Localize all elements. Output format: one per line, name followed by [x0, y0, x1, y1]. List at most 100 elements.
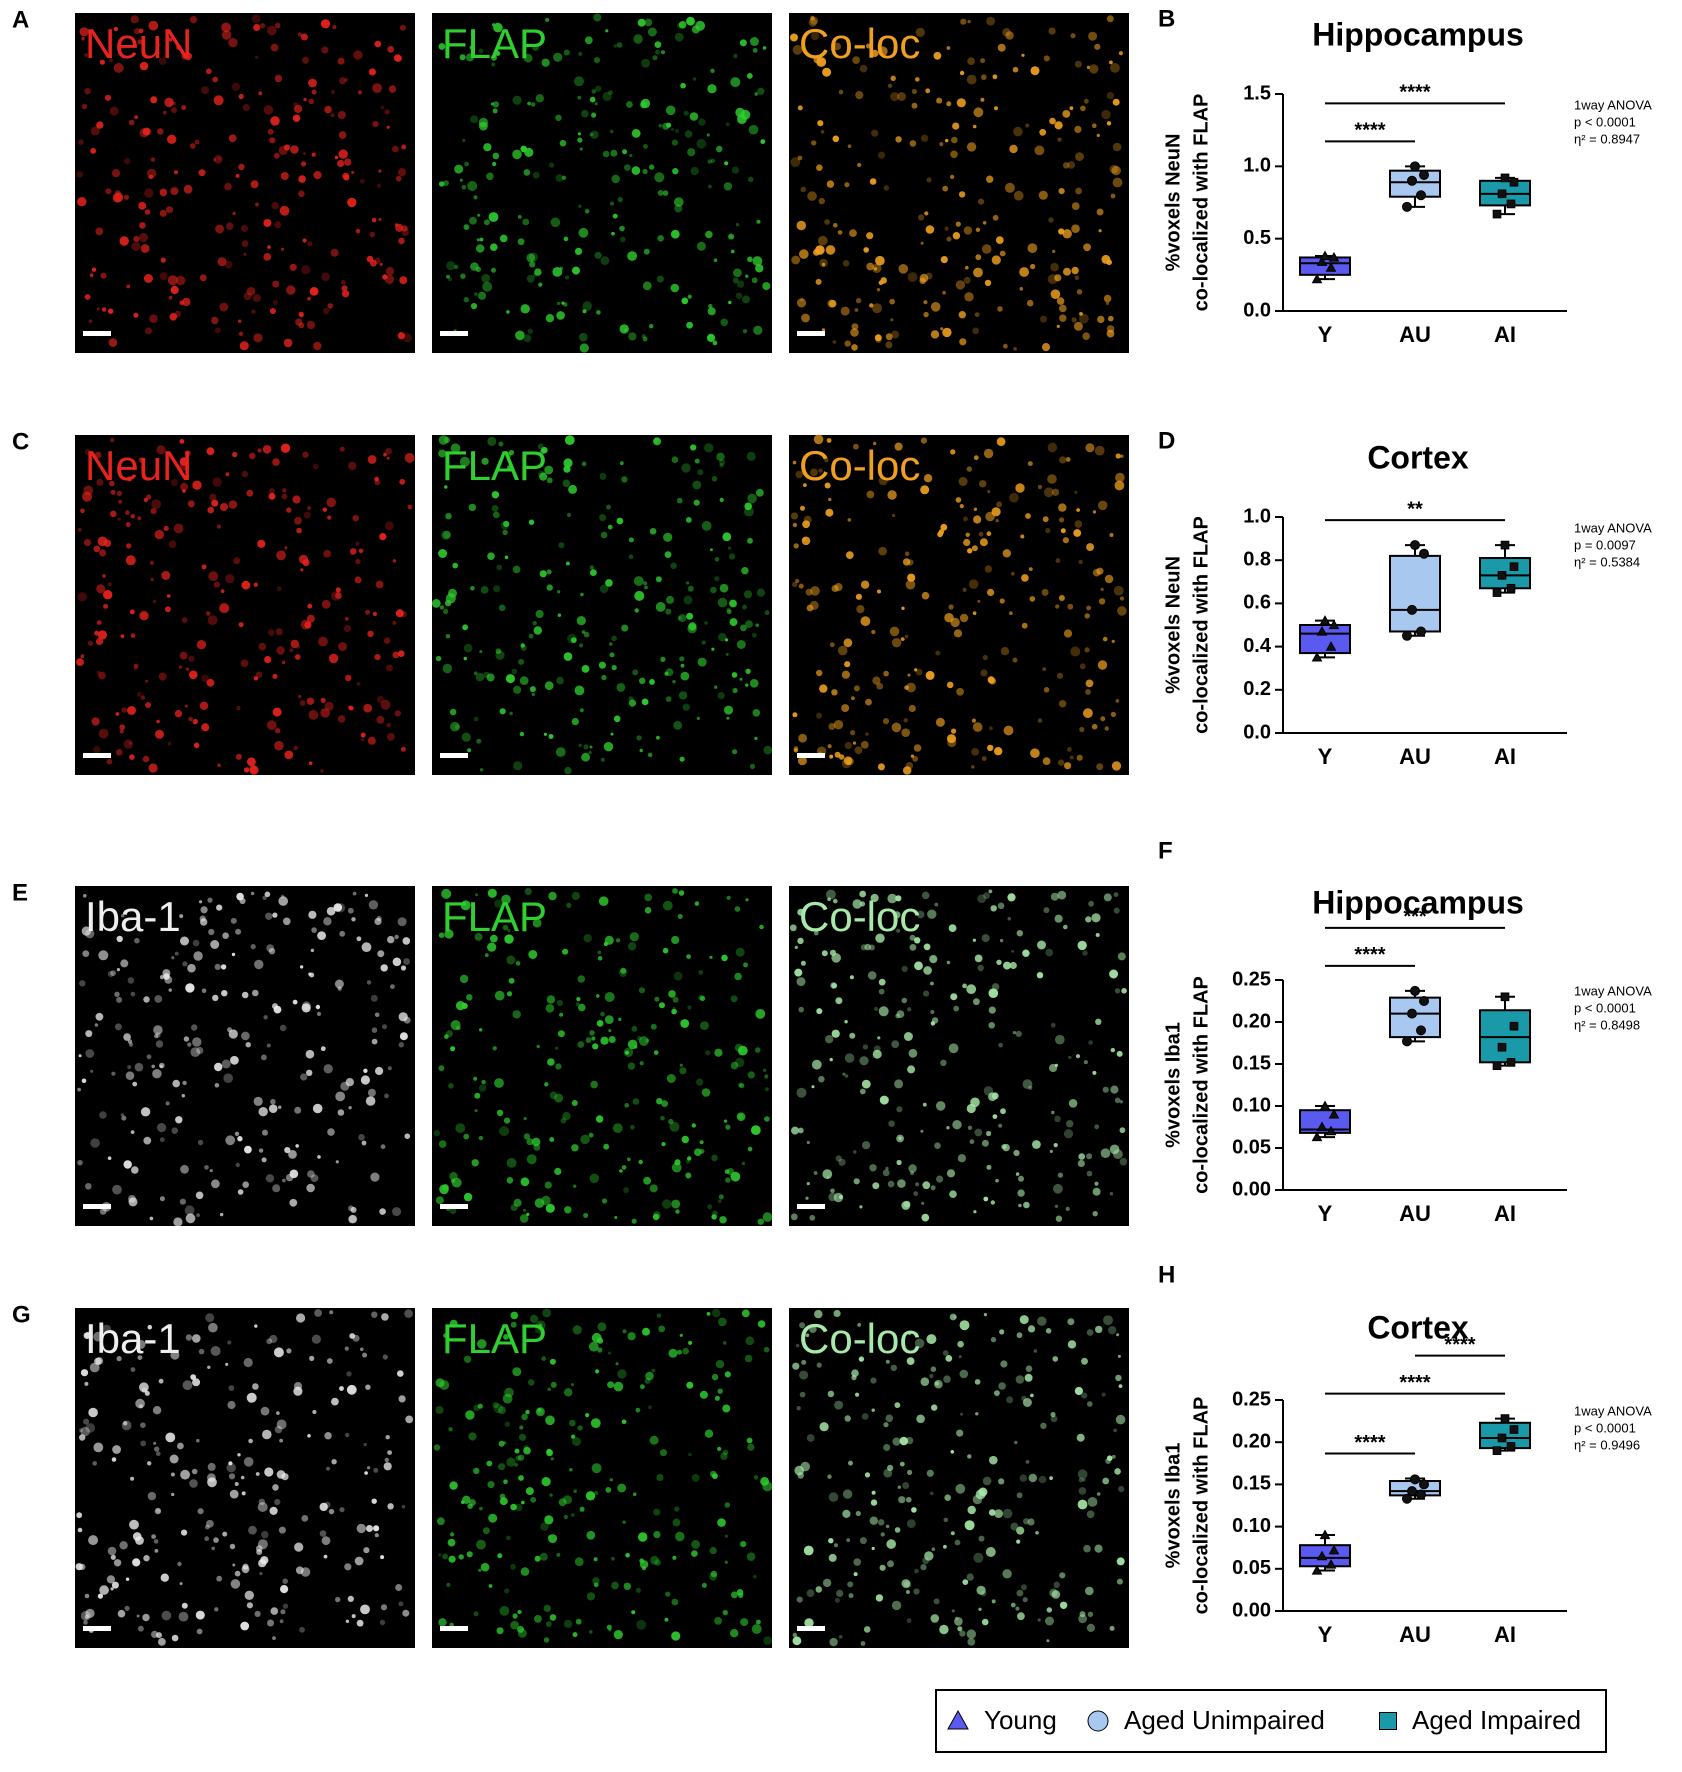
cell [553, 52, 563, 62]
cell [686, 1381, 694, 1389]
cell [123, 194, 130, 200]
cell [685, 1159, 691, 1164]
cell [544, 1181, 552, 1189]
cell [183, 1036, 190, 1042]
cell [1064, 762, 1072, 770]
cell [901, 728, 910, 737]
cell [490, 102, 494, 106]
cell [631, 1610, 636, 1615]
cell [744, 502, 752, 511]
cell [520, 1177, 530, 1187]
cell [371, 1311, 378, 1318]
cell [1051, 488, 1060, 496]
cell [650, 1023, 657, 1030]
cell [313, 341, 322, 351]
cell [182, 489, 186, 493]
cell [179, 914, 184, 919]
cell [930, 1614, 940, 1623]
cell [383, 452, 387, 457]
cell [247, 757, 256, 767]
cell [170, 187, 179, 196]
cell [588, 1132, 594, 1138]
cell [341, 285, 348, 292]
cell [872, 1182, 880, 1190]
cell [368, 900, 379, 910]
cell [627, 251, 637, 261]
cell [1082, 1478, 1086, 1482]
legend-label: Young [984, 1705, 1057, 1735]
cell [1049, 1476, 1053, 1480]
cell [235, 173, 240, 178]
cell [943, 1517, 949, 1523]
cell [88, 1407, 98, 1418]
cell [309, 287, 319, 296]
cell [1018, 1203, 1022, 1208]
cell [111, 1457, 117, 1462]
cell [143, 996, 150, 1003]
cell [978, 531, 984, 537]
cell [878, 546, 887, 556]
cell [705, 230, 713, 239]
cell [687, 585, 694, 592]
cell [1019, 1474, 1027, 1482]
cell [113, 62, 124, 73]
cell [300, 1567, 311, 1577]
cell [257, 448, 262, 453]
cell [323, 1554, 328, 1559]
cell [515, 330, 525, 341]
cell [303, 511, 311, 519]
cell [94, 1023, 99, 1027]
point [1402, 1493, 1412, 1504]
micrograph-background [75, 435, 415, 775]
stats-annotation: η² = 0.8947 [1574, 131, 1640, 146]
cell [672, 888, 678, 894]
cell [637, 1036, 642, 1041]
cell [84, 1593, 90, 1599]
cell [402, 333, 412, 343]
cell [376, 916, 382, 922]
cell [632, 1492, 637, 1497]
cell [593, 1582, 599, 1588]
cell [740, 1541, 747, 1548]
cell [973, 267, 983, 278]
cell [263, 1015, 268, 1020]
cell [176, 44, 182, 51]
cell [897, 1485, 901, 1489]
cell [231, 82, 240, 91]
cell [543, 1604, 551, 1613]
cell [597, 956, 603, 961]
cell [633, 576, 644, 586]
cell [504, 1588, 510, 1594]
point [1410, 161, 1420, 172]
cell [407, 504, 413, 510]
cell [130, 991, 136, 997]
x-tick-label: AU [1399, 322, 1431, 347]
cell [847, 518, 852, 522]
cell [316, 1011, 322, 1017]
cell [284, 144, 290, 151]
cell [584, 36, 593, 45]
cell [1109, 1625, 1115, 1631]
cell [641, 58, 651, 68]
cell [201, 723, 210, 732]
cell [383, 637, 391, 644]
cell [252, 989, 259, 997]
cell [361, 1140, 367, 1146]
cell [844, 1053, 855, 1063]
cell [211, 499, 219, 507]
cell [660, 656, 666, 663]
cell [600, 1036, 609, 1045]
cell [444, 1034, 449, 1039]
cell [272, 458, 280, 466]
cell [800, 960, 806, 966]
cell [920, 437, 928, 444]
cell [793, 543, 799, 549]
cell [698, 994, 704, 1001]
cell [816, 1362, 822, 1368]
cell [444, 929, 454, 939]
cell [907, 1007, 912, 1012]
cell [387, 1066, 392, 1071]
cell [474, 292, 478, 296]
cell [724, 161, 729, 166]
cell [473, 195, 478, 200]
